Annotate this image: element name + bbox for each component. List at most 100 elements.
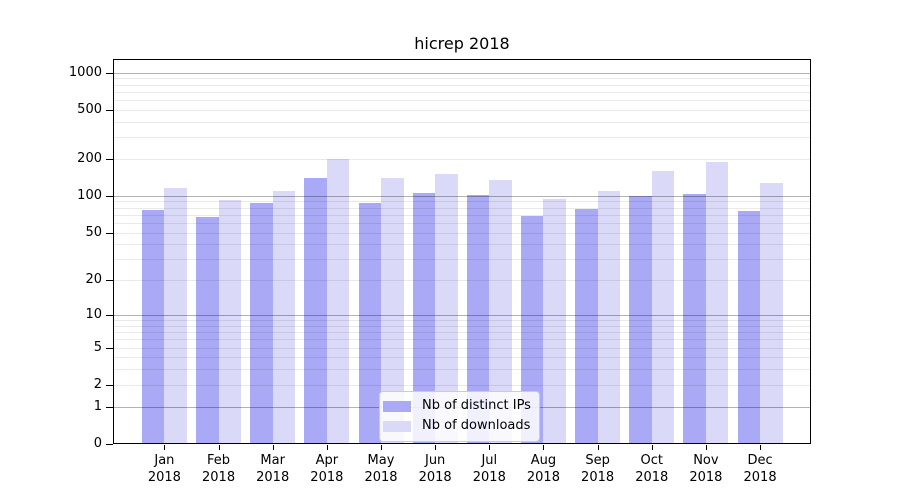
y-tick xyxy=(106,384,113,386)
minor-gridline xyxy=(113,214,811,216)
y-tick xyxy=(106,280,113,282)
x-tick-label-jan: Jan 2018 xyxy=(147,453,181,485)
y-tick xyxy=(106,406,113,408)
y-tick-label-2: 2 xyxy=(93,376,102,392)
y-tick-label-1000: 1000 xyxy=(68,64,102,80)
major-gridline xyxy=(113,315,811,317)
x-tick-label-nov: Nov 2018 xyxy=(689,453,723,485)
bar-downloads-sep-2018 xyxy=(597,190,621,444)
minor-gridline xyxy=(113,222,811,224)
minor-gridline xyxy=(113,207,811,209)
bar-downloads-jan-2018 xyxy=(164,188,187,444)
minor-gridline xyxy=(113,137,811,139)
x-tick-label-sep: Sep 2018 xyxy=(581,453,615,485)
legend-item-downloads: Nb of downloads xyxy=(383,416,531,436)
x-tick-label-mar: Mar 2018 xyxy=(256,453,290,485)
bar-distinct-ips-feb-2018 xyxy=(196,217,219,444)
y-tick-label-500: 500 xyxy=(77,101,102,117)
x-tick-label-dec: Dec 2018 xyxy=(743,453,777,485)
bar-downloads-mar-2018 xyxy=(272,191,296,444)
y-tick-label-10: 10 xyxy=(85,307,102,323)
minor-gridline xyxy=(113,84,811,86)
bar-distinct-ips-jul-2018 xyxy=(466,195,490,444)
y-tick-label-100: 100 xyxy=(77,187,102,203)
minor-gridline xyxy=(113,332,811,334)
bar-distinct-ips-jun-2018 xyxy=(412,193,436,444)
y-tick-label-200: 200 xyxy=(77,150,102,166)
legend-swatch-distinct-ips xyxy=(383,400,411,412)
x-tick xyxy=(272,445,274,450)
x-tick xyxy=(705,445,707,450)
x-tick xyxy=(543,445,545,450)
bar-distinct-ips-jan-2018 xyxy=(141,210,165,444)
y-tick xyxy=(106,195,113,197)
bar-downloads-jul-2018 xyxy=(489,180,512,444)
bar-distinct-ips-sep-2018 xyxy=(575,209,598,444)
bar-distinct-ips-aug-2018 xyxy=(520,216,544,444)
y-tick-label-1: 1 xyxy=(93,398,102,414)
y-tick xyxy=(106,232,113,234)
minor-gridline xyxy=(113,280,811,282)
bar-downloads-feb-2018 xyxy=(218,200,242,444)
x-tick-label-oct: Oct 2018 xyxy=(635,453,669,485)
x-tick-label-aug: Aug 2018 xyxy=(526,453,560,485)
bar-distinct-ips-oct-2018 xyxy=(629,196,652,444)
minor-gridline xyxy=(113,109,811,111)
y-tick-label-20: 20 xyxy=(85,272,102,288)
y-tick-label-0: 0 xyxy=(93,436,102,451)
major-gridline xyxy=(113,72,811,74)
x-tick xyxy=(597,445,599,450)
minor-gridline xyxy=(113,99,811,101)
minor-gridline xyxy=(113,339,811,341)
x-tick xyxy=(651,445,653,450)
minor-gridline xyxy=(113,259,811,261)
legend-label-distinct-ips: Nb of distinct IPs xyxy=(422,398,531,413)
bar-distinct-ips-mar-2018 xyxy=(250,202,273,444)
minor-gridline xyxy=(113,347,811,349)
bar-downloads-apr-2018 xyxy=(326,158,350,444)
major-gridline xyxy=(113,195,811,197)
x-tick xyxy=(760,445,762,450)
x-tick-label-may: May 2018 xyxy=(364,453,398,485)
y-tick-label-5: 5 xyxy=(93,339,102,355)
bar-distinct-ips-nov-2018 xyxy=(683,193,706,444)
minor-gridline xyxy=(113,91,811,93)
minor-gridline xyxy=(113,121,811,123)
legend-item-distinct-ips: Nb of distinct IPs xyxy=(383,396,531,416)
x-tick xyxy=(435,445,437,450)
minor-gridline xyxy=(113,384,811,386)
minor-gridline xyxy=(113,369,811,371)
x-tick xyxy=(381,445,382,450)
chart-title: hicrep 2018 xyxy=(414,34,510,53)
x-tick xyxy=(218,445,220,450)
bar-downloads-nov-2018 xyxy=(705,162,729,444)
y-tick xyxy=(106,444,113,445)
x-tick xyxy=(489,445,491,450)
y-tick-label-50: 50 xyxy=(85,224,102,240)
minor-gridline xyxy=(113,357,811,359)
x-tick-label-feb: Feb 2018 xyxy=(202,453,236,485)
x-tick-label-jul: Jul 2018 xyxy=(472,453,506,485)
x-tick xyxy=(326,445,328,450)
bar-distinct-ips-may-2018 xyxy=(358,203,381,444)
y-tick xyxy=(106,315,113,317)
x-tick-label-jun: Jun 2018 xyxy=(418,453,452,485)
bar-downloads-dec-2018 xyxy=(760,182,783,444)
y-tick xyxy=(106,347,113,349)
bar-downloads-jun-2018 xyxy=(435,174,458,444)
bar-downloads-may-2018 xyxy=(381,177,404,444)
legend-label-downloads: Nb of downloads xyxy=(422,418,531,433)
minor-gridline xyxy=(113,78,811,80)
y-tick xyxy=(106,158,113,160)
minor-gridline xyxy=(113,232,811,234)
minor-gridline xyxy=(113,325,811,327)
legend: Nb of distinct IPs Nb of downloads xyxy=(379,391,540,442)
x-tick-label-apr: Apr 2018 xyxy=(310,453,344,485)
bars-layer xyxy=(113,59,811,444)
bar-downloads-oct-2018 xyxy=(651,171,675,444)
bar-distinct-ips-apr-2018 xyxy=(304,177,327,444)
minor-gridline xyxy=(113,244,811,246)
bar-distinct-ips-dec-2018 xyxy=(737,211,761,444)
y-tick xyxy=(106,72,113,74)
